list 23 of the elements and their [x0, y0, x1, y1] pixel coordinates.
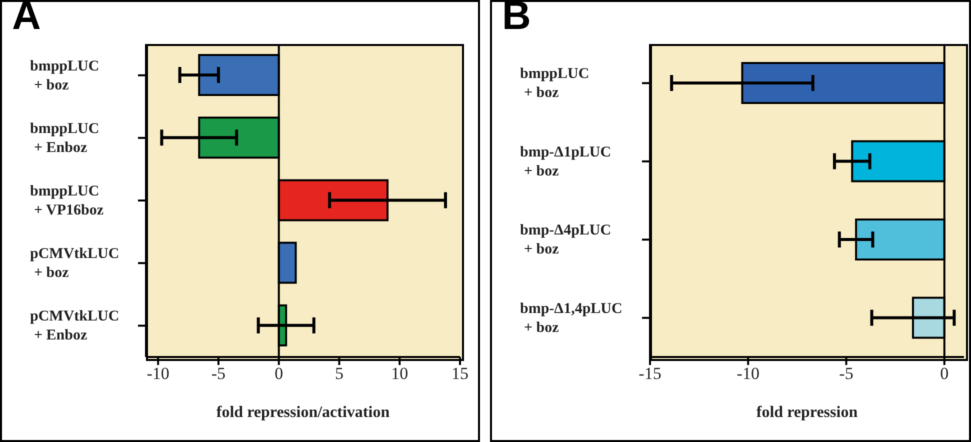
x-tick-label: -15 — [638, 364, 662, 384]
y-tick-label: bmp-Δ1pLUC + boz — [520, 144, 612, 180]
chart-title: A — [12, 0, 41, 39]
y-tick-label: bmppLUC + boz — [30, 58, 100, 94]
x-axis-title: fold repression/activation — [216, 404, 390, 421]
x-tick-label: -10 — [736, 364, 760, 384]
y-tick-label: pCMVtkLUC + boz — [30, 246, 120, 282]
y-tick-label: bmppLUC + Enboz — [30, 120, 100, 156]
x-tick-label: 0 — [940, 364, 949, 384]
x-tick-label: 0 — [274, 364, 284, 384]
chart-title: B — [502, 0, 531, 39]
x-tick-label: -5 — [839, 364, 854, 384]
y-tick-label: bmppLUC + boz — [520, 66, 590, 102]
y-tick-label: bmp-Δ1,4pLUC + boz — [520, 300, 622, 336]
y-tick-label: bmp-Δ4pLUC + boz — [520, 222, 612, 258]
x-tick-label: 15 — [452, 364, 468, 384]
y-tick-label: pCMVtkLUC + Enboz — [30, 308, 120, 344]
x-tick-label: -5 — [211, 364, 226, 384]
x-tick-label: 5 — [334, 364, 344, 384]
y-tick-label: bmppLUC + VP16boz — [30, 184, 104, 218]
x-axis-title: fold repression — [756, 404, 858, 421]
x-tick-label: -10 — [146, 364, 170, 384]
x-tick-label: 10 — [391, 364, 408, 384]
